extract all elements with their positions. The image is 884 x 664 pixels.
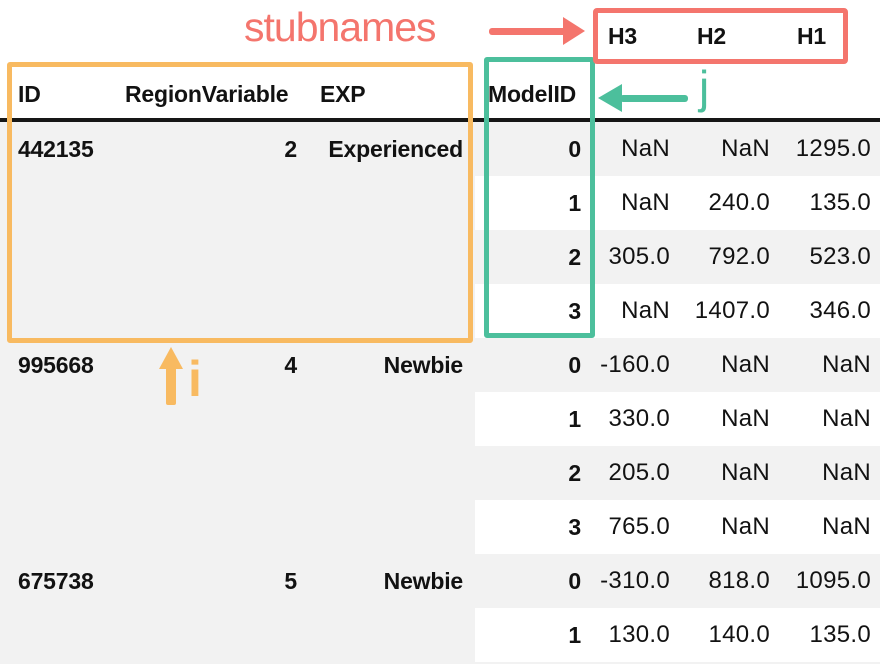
table-row: 1 330.0 NaN NaN [0,392,884,446]
i-label: i [188,351,202,407]
cell-h3: 330.0 [608,405,670,432]
cell-modelid: 1 [568,406,581,432]
cell-h1: 1095.0 [795,567,871,594]
cell-h1: NaN [822,513,871,540]
table-row: 675738 5 Newbie 0 -310.0 818.0 1095.0 [0,554,884,608]
table-row: 1 130.0 140.0 135.0 [0,608,884,662]
header-modelid: ModelID [488,81,577,107]
i-arrow-icon [166,367,176,405]
cell-h2: 1407.0 [694,297,770,324]
header-exp: EXP [320,81,366,107]
j-label: j [699,61,710,113]
cell-modelid: 3 [568,298,581,324]
cell-h1: 135.0 [809,189,871,216]
cell-h1: 523.0 [809,243,871,270]
row-stripe [0,446,880,500]
cell-h2: 240.0 [708,189,770,216]
cell-h2: NaN [721,459,770,486]
cell-h2: 818.0 [708,567,770,594]
cell-modelid: 0 [568,352,581,378]
cell-modelid: 3 [568,514,581,540]
header-regionvariable: RegionVariable [125,81,289,107]
cell-h2: NaN [721,513,770,540]
cell-h1: NaN [822,459,871,486]
cell-id: 995668 [18,352,94,378]
cell-region: 2 [284,136,297,162]
stub-header-h3: H3 [608,23,638,49]
row-stripe [0,338,880,392]
table-row: 442135 2 Experienced 0 NaN NaN 1295.0 [0,122,884,176]
cell-exp: Experienced [328,136,463,162]
cell-h3: NaN [621,135,670,162]
stubnames-highlight-box [593,8,848,64]
table-row: 2 205.0 NaN NaN [0,446,884,500]
stubnames-arrow-icon [489,28,567,35]
table-header-row: ID RegionVariable EXP ModelID [0,68,884,120]
cell-h2: NaN [721,135,770,162]
j-arrow-icon [620,95,688,102]
table-row: 2 305.0 792.0 523.0 [0,230,884,284]
table-row: 3 765.0 NaN NaN [0,500,884,554]
cell-h1: NaN [822,405,871,432]
cell-modelid: 2 [568,460,581,486]
row-stripe [0,230,880,284]
cell-modelid: 1 [568,622,581,648]
table-row: 3 NaN 1407.0 346.0 [0,284,884,338]
cell-modelid: 1 [568,190,581,216]
stubnames-arrowhead-icon [563,17,585,45]
header-divider [0,118,880,122]
cell-modelid: 2 [568,244,581,270]
j-arrowhead-icon [598,84,622,112]
cell-h3: NaN [621,297,670,324]
cell-h3: 305.0 [608,243,670,270]
cell-region: 5 [284,568,297,594]
cell-modelid: 0 [568,136,581,162]
cell-id: 675738 [18,568,94,594]
cell-h1: 1295.0 [795,135,871,162]
i-columns-highlight-box [7,62,473,343]
header-id: ID [18,81,41,107]
stubnames-label: stubnames [244,4,437,50]
cell-h2: NaN [721,351,770,378]
cell-id: 442135 [18,136,94,162]
table-row: 1 NaN 240.0 135.0 [0,176,884,230]
cell-h2: 792.0 [708,243,770,270]
row-stripe [0,122,880,176]
cell-h3: -160.0 [600,351,670,378]
cell-h1: 346.0 [809,297,871,324]
cell-h3: 765.0 [608,513,670,540]
cell-h2: 140.0 [708,621,770,648]
table-row: 995668 4 Newbie 0 -160.0 NaN NaN [0,338,884,392]
i-arrowhead-icon [159,347,183,369]
cell-h1: 135.0 [809,621,871,648]
cell-exp: Newbie [383,352,464,378]
cell-h2: NaN [721,405,770,432]
cell-modelid: 0 [568,568,581,594]
cell-h3: 130.0 [608,621,670,648]
row-stripe [0,662,880,664]
cell-region: 4 [284,352,297,378]
row-stripe [0,554,880,608]
j-column-highlight-box [484,57,595,338]
stub-header-h2: H2 [697,23,727,49]
cell-h3: -310.0 [600,567,670,594]
cell-h3: 205.0 [608,459,670,486]
cell-h3: NaN [621,189,670,216]
stub-header-h1: H1 [797,23,827,49]
cell-h1: NaN [822,351,871,378]
cell-exp: Newbie [383,568,464,594]
